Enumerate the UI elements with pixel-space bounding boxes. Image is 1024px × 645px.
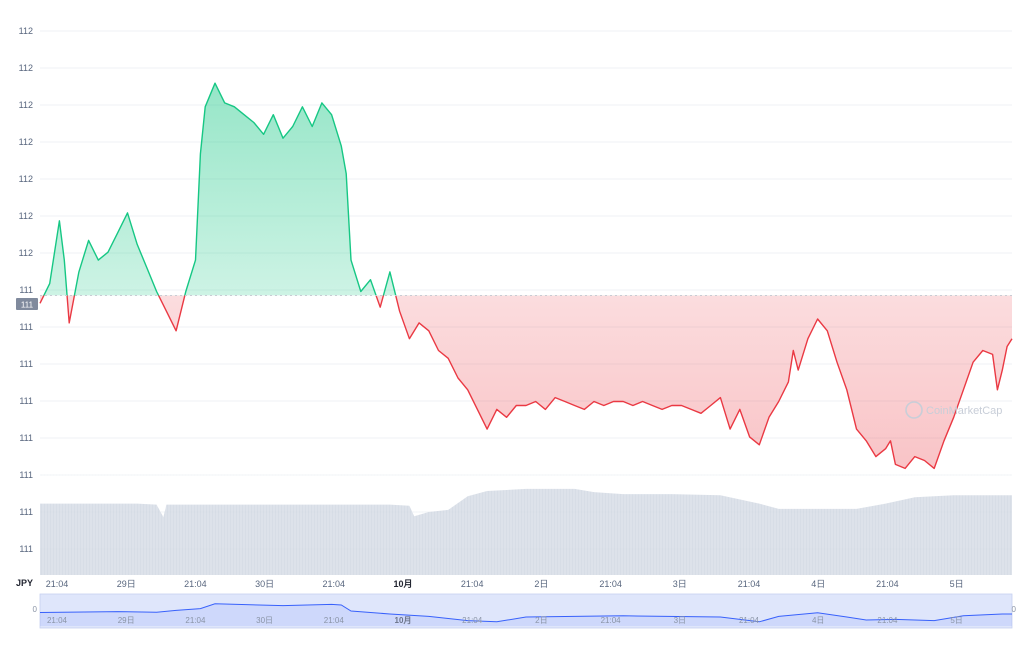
y-tick-label: 111: [19, 396, 33, 406]
navigator-left-label: 0: [33, 605, 38, 614]
x-tick-label: 21:04: [46, 579, 69, 589]
coinmarketcap-logo-icon: [905, 401, 923, 419]
navigator-tick-label: 30日: [256, 616, 273, 625]
y-tick-label: 111: [19, 544, 33, 554]
navigator-tick-label: 2日: [535, 616, 547, 625]
y-tick-label: 111: [19, 433, 33, 443]
navigator-tick-label: 21:04: [877, 616, 898, 625]
y-tick-label: 112: [19, 174, 33, 184]
y-tick-label: 112: [19, 100, 33, 110]
navigator-tick-label: 21:04: [324, 616, 345, 625]
navigator[interactable]: 21:04 29日 21:04 30日 21:04 10月 21:04 2日 21:04 3日 21…: [33, 593, 1017, 629]
watermark-text: CoinMarketCap: [926, 405, 1002, 417]
x-tick-label: 4日: [811, 579, 825, 589]
y-tick-label: 111: [19, 322, 33, 332]
navigator-tick-label: 5日: [950, 616, 962, 625]
x-tick-label: 21:04: [461, 579, 484, 589]
price-area-up: [40, 83, 1012, 296]
x-tick-label: 3日: [673, 579, 687, 589]
navigator-tick-label: 29日: [118, 616, 135, 625]
volume-area: [39, 460, 1013, 575]
navigator-tick-label: 21:04: [47, 616, 68, 625]
navigator-tick-label: 21:04: [601, 616, 622, 625]
navigator-tick-label: 21:04: [185, 616, 206, 625]
x-tick-label: 21:04: [738, 579, 761, 589]
navigator-area: [40, 603, 1012, 626]
x-tick-label: 21:04: [599, 579, 622, 589]
price-above-baseline: [40, 82, 1012, 296]
price-area: [39, 82, 1013, 470]
y-tick-label: 111: [19, 359, 33, 369]
x-axis: 21:04 29日 21:04 30日 21:04 10月 21:04 2日 21:04 3日 21…: [46, 579, 964, 589]
y-tick-label: 112: [19, 137, 33, 147]
navigator-selection[interactable]: [39, 593, 1013, 629]
navigator-series: [39, 603, 1012, 626]
x-tick-label: 29日: [117, 579, 136, 589]
price-below-baseline: [39, 295, 1013, 470]
current-price-badge: 111: [16, 298, 38, 310]
navigator-right-label: 0: [1012, 605, 1017, 614]
y-tick-label: 112: [19, 248, 33, 258]
x-tick-label: 2日: [534, 579, 548, 589]
x-tick-label: 21:04: [184, 579, 207, 589]
y-tick-label: 111: [19, 507, 33, 517]
navigator-tick-label: 3日: [674, 616, 686, 625]
volume-series: [40, 488, 1012, 575]
y-tick-label: 112: [19, 63, 33, 73]
y-axis: 112 112 112 112 112 112 112 111 111 111 111 111 111 1…: [19, 26, 33, 554]
x-tick-label: 5日: [950, 579, 964, 589]
y-tick-label: 112: [19, 26, 33, 36]
navigator-line: [39, 603, 1012, 623]
x-tick-label: 21:04: [876, 579, 899, 589]
y-tick-label: 111: [19, 285, 33, 295]
price-line-down: [39, 295, 1013, 470]
current-price-label: 111: [21, 301, 34, 310]
navigator-tick-label: 4日: [812, 616, 824, 625]
navigator-tick-label: 21:04: [739, 616, 760, 625]
currency-label: JPY: [16, 578, 33, 588]
x-tick-label: 10月: [393, 579, 412, 589]
x-tick-label: 21:04: [323, 579, 346, 589]
watermark: CoinMarketCap: [905, 401, 1002, 419]
price-line-up: [43, 82, 397, 296]
price-area-down: [40, 295, 1012, 469]
navigator-tick-label: 21:04: [462, 616, 483, 625]
navigator-axis: 21:04 29日 21:04 30日 21:04 10月 21:04 2日 21:04 3日 21…: [47, 616, 963, 625]
x-tick-label: 30日: [255, 579, 274, 589]
y-tick-label: 112: [19, 211, 33, 221]
y-tick-label: 111: [19, 470, 33, 480]
navigator-tick-label: 10月: [395, 616, 412, 625]
